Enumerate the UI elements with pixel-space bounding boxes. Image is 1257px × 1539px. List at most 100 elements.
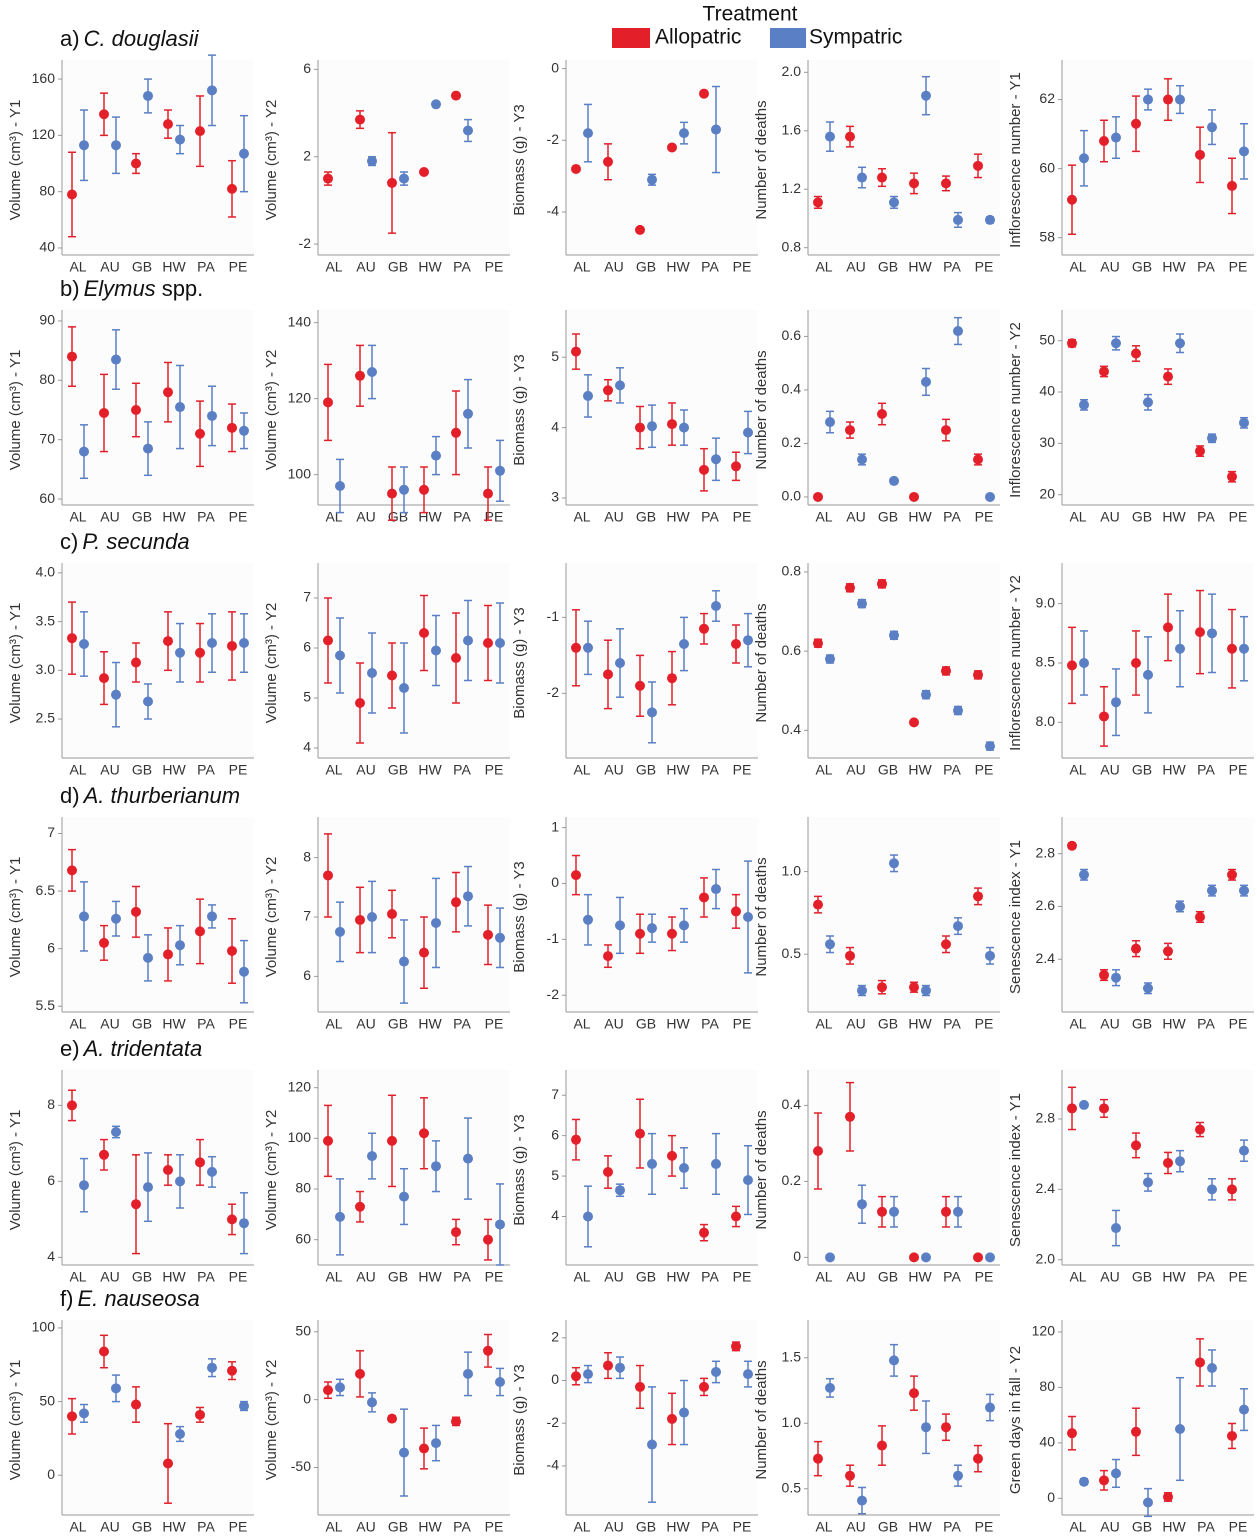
point (131, 658, 141, 668)
x-tick-label: GB (1132, 1269, 1152, 1285)
point (845, 425, 855, 435)
point (857, 1496, 867, 1506)
point (175, 648, 185, 658)
point (813, 1146, 823, 1156)
panel-label: f) (60, 1286, 73, 1311)
point (1163, 1492, 1173, 1502)
plot-background (808, 817, 1000, 1012)
point (111, 355, 121, 365)
y-tick-label: 40 (39, 239, 55, 255)
point (603, 669, 613, 679)
y-tick-label: 2 (303, 147, 311, 163)
y-tick-label: 6 (303, 60, 311, 76)
y-axis-label: Number of deaths (753, 603, 770, 722)
point (143, 953, 153, 963)
point (679, 1163, 689, 1173)
point (483, 638, 493, 648)
point (679, 423, 689, 433)
y-axis-label: Biomass (g) - Y3 (511, 861, 528, 972)
point (1207, 628, 1217, 638)
point (419, 628, 429, 638)
point (1163, 946, 1173, 956)
x-tick-label: AL (69, 1016, 86, 1032)
point (451, 91, 461, 101)
point (679, 128, 689, 138)
point (1175, 901, 1185, 911)
plot-background (1062, 817, 1254, 1012)
point (1239, 418, 1249, 428)
x-tick-label: PE (975, 509, 994, 525)
x-tick-label: HW (666, 1519, 690, 1535)
y-tick-label: 8 (47, 1096, 55, 1112)
point (367, 1151, 377, 1161)
point (877, 1441, 887, 1451)
point (355, 1202, 365, 1212)
point (825, 132, 835, 142)
y-tick-label: 90 (39, 312, 55, 328)
x-tick-label: HW (162, 1519, 186, 1535)
x-tick-label: AU (356, 259, 375, 275)
plot-background (566, 60, 758, 255)
point (163, 387, 173, 397)
point (731, 1211, 741, 1221)
x-tick-label: AU (356, 509, 375, 525)
point (131, 405, 141, 415)
y-tick-label: -50 (291, 1458, 311, 1474)
point (367, 912, 377, 922)
plot-background (62, 1070, 254, 1265)
x-tick-label: PA (1197, 1519, 1215, 1535)
x-tick-label: AU (604, 259, 623, 275)
point (825, 1252, 835, 1262)
point (825, 417, 835, 427)
x-tick-label: AL (69, 259, 86, 275)
point (463, 1154, 473, 1164)
point (973, 1252, 983, 1262)
point (431, 451, 441, 461)
point (1227, 870, 1237, 880)
x-tick-label: PE (485, 1269, 504, 1285)
point (387, 671, 397, 681)
point (419, 1444, 429, 1454)
x-tick-label: PA (943, 762, 961, 778)
point (909, 1252, 919, 1262)
panel-label: e) (60, 1036, 80, 1061)
plot-background (566, 563, 758, 758)
x-tick-label: HW (1162, 762, 1186, 778)
point (635, 1382, 645, 1392)
point (909, 492, 919, 502)
x-tick-label: HW (908, 1519, 932, 1535)
point (921, 377, 931, 387)
x-tick-label: AL (815, 259, 832, 275)
x-tick-label: HW (908, 1269, 932, 1285)
point (1207, 1363, 1217, 1373)
point (615, 1185, 625, 1195)
y-tick-label: 60 (295, 1230, 311, 1246)
plot-background (62, 60, 254, 255)
y-tick-label: 4 (303, 739, 311, 755)
point (731, 639, 741, 649)
y-tick-label: -2 (547, 684, 560, 700)
y-tick-label: 0 (303, 1390, 311, 1406)
y-tick-label: 50 (295, 1322, 311, 1338)
y-tick-label: 140 (288, 313, 312, 329)
x-tick-label: HW (1162, 1016, 1186, 1032)
point (163, 1165, 173, 1175)
point (1099, 136, 1109, 146)
y-tick-label: 120 (1032, 1323, 1056, 1339)
point (99, 109, 109, 119)
point (889, 630, 899, 640)
point (1099, 970, 1109, 980)
y-tick-label: 0.4 (782, 721, 802, 737)
x-tick-label: PA (1197, 259, 1215, 275)
y-tick-label: 50 (1039, 331, 1055, 347)
x-tick-label: GB (878, 1269, 898, 1285)
point (857, 455, 867, 465)
point (323, 1385, 333, 1395)
x-tick-label: GB (388, 259, 408, 275)
point (495, 933, 505, 943)
point (679, 1408, 689, 1418)
point (227, 1214, 237, 1224)
x-tick-label: HW (908, 509, 932, 525)
y-tick-label: 80 (295, 1180, 311, 1196)
point (953, 215, 963, 225)
